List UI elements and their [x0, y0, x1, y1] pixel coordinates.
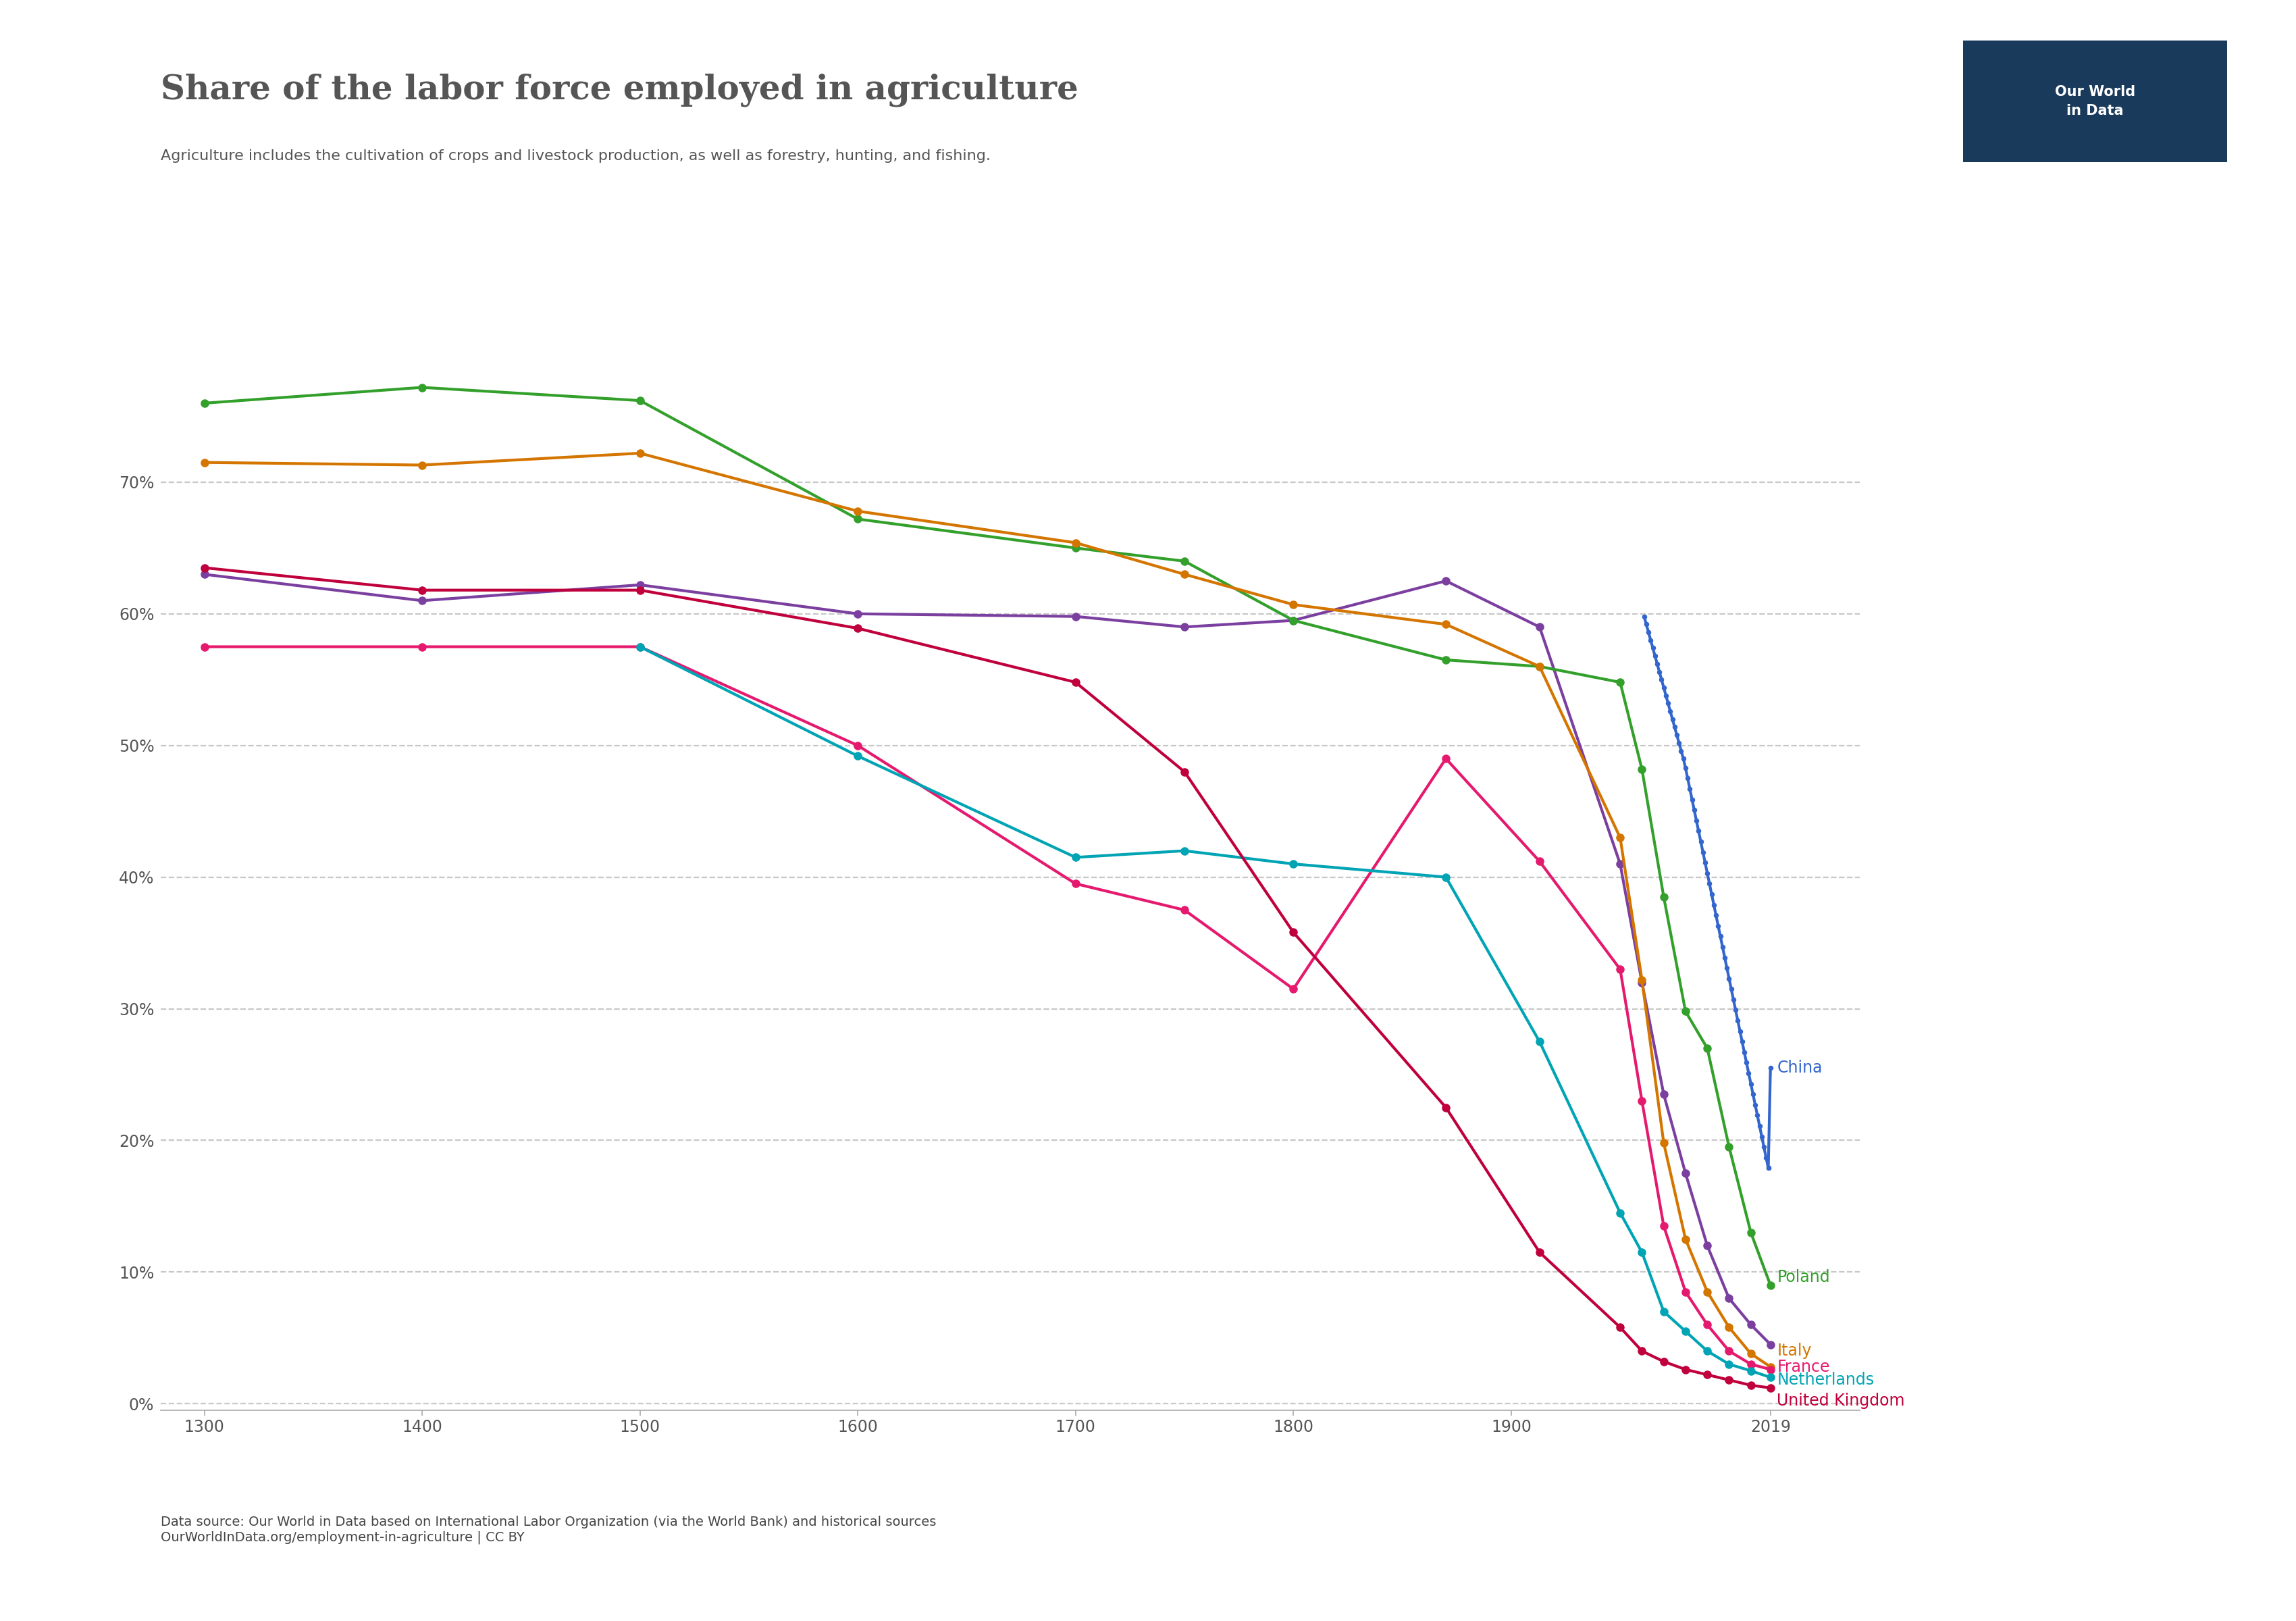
Text: Agriculture includes the cultivation of crops and livestock production, as well : Agriculture includes the cultivation of … — [161, 149, 990, 162]
Text: Our World
in Data: Our World in Data — [2055, 84, 2135, 117]
Text: United Kingdom: United Kingdom — [1777, 1392, 1906, 1409]
Text: Data source: Our World in Data based on International Labor Organization (via th: Data source: Our World in Data based on … — [161, 1516, 937, 1543]
Text: China: China — [1777, 1060, 1823, 1076]
Text: Netherlands: Netherlands — [1777, 1371, 1874, 1388]
Text: Poland: Poland — [1777, 1269, 1830, 1285]
Text: Share of the labor force employed in agriculture: Share of the labor force employed in agr… — [161, 73, 1079, 107]
Text: France: France — [1777, 1358, 1830, 1375]
Text: Italy: Italy — [1777, 1342, 1812, 1358]
